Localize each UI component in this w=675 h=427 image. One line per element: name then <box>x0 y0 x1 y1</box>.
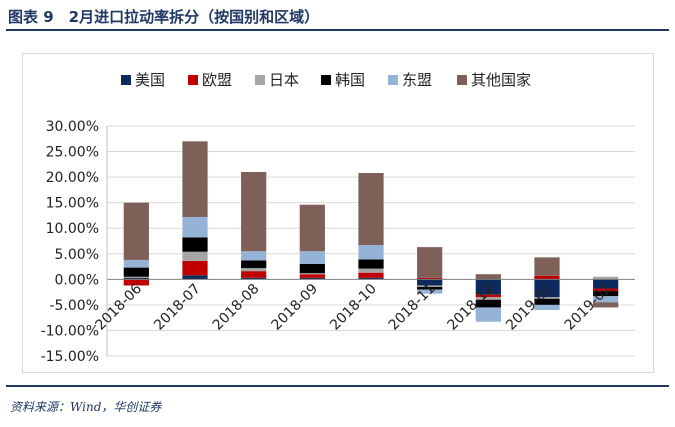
legend-label: 韩国 <box>335 71 365 89</box>
stacked-bar-chart: 美国 欧盟 日本 韩国 东盟 其他国家 30.00% 25.00% 20.00% 15.00% 1… <box>41 71 635 365</box>
bar-segment <box>417 277 443 280</box>
bar-segment <box>182 216 208 238</box>
bar-segment <box>475 274 501 280</box>
bar-segment <box>241 271 267 278</box>
bar-segment <box>417 247 443 278</box>
y-tick-label: -5.00% <box>49 298 99 314</box>
x-tick-label: 2018-07 <box>151 281 204 334</box>
x-axis: 2018-06 2018-07 2018-08 2018-09 2018-10 2018-… <box>92 281 614 334</box>
x-tick-label: 2018-06 <box>92 281 145 334</box>
bar-segment <box>534 297 560 299</box>
y-tick-label: 0.00% <box>55 272 99 288</box>
bar-segment <box>241 251 267 261</box>
legend-label: 东盟 <box>402 71 432 89</box>
bar-segment <box>241 172 267 252</box>
bar-segment <box>593 296 619 303</box>
bar-segment <box>123 279 149 286</box>
y-axis: 30.00% 25.00% 20.00% 15.00% 10.00% 5.00% 0.00%… <box>41 119 108 365</box>
bars <box>123 141 619 322</box>
bar-segment <box>182 260 208 276</box>
bar-segment <box>593 302 619 308</box>
bar-segment <box>182 141 208 217</box>
legend-label: 欧盟 <box>202 71 232 89</box>
bar-segment <box>417 287 443 290</box>
bar-segment <box>182 275 208 280</box>
bar-segment <box>475 279 501 295</box>
x-tick-label: 2018-09 <box>268 281 321 334</box>
bar-segment <box>241 268 267 272</box>
y-tick-label: -15.00% <box>41 349 99 365</box>
bar-segment <box>593 276 619 280</box>
bar-segment <box>123 259 149 268</box>
y-tick-label: 15.00% <box>46 196 99 212</box>
y-tick-label: 30.00% <box>46 119 99 135</box>
bar-segment <box>182 251 208 261</box>
bar-segment <box>475 297 501 300</box>
bar-segment <box>358 268 384 273</box>
x-tick-label: 2018-10 <box>327 281 380 334</box>
bar-segment <box>593 288 619 292</box>
bar-segment <box>241 277 267 280</box>
bar-segment <box>593 279 619 289</box>
bar-segment <box>358 259 384 269</box>
y-tick-label: 25.00% <box>46 145 99 161</box>
bar-segment <box>358 277 384 280</box>
bar-segment <box>417 279 443 286</box>
bar-segment <box>123 202 149 260</box>
title-rule <box>6 29 669 31</box>
bar-segment <box>123 267 149 277</box>
bar-segment <box>417 289 443 294</box>
bar-segment <box>241 260 267 269</box>
bar-segment <box>299 264 325 274</box>
legend-swatch <box>121 75 131 85</box>
y-tick-label: 5.00% <box>55 247 99 263</box>
bar-segment <box>593 291 619 297</box>
bar-segment <box>299 274 325 278</box>
bar-segment <box>358 173 384 246</box>
legend-swatch <box>388 75 398 85</box>
x-tick-label: 2018-11 <box>386 281 439 334</box>
bar-segment <box>475 294 501 298</box>
bar-segment <box>534 279 560 298</box>
chart-frame: 美国 欧盟 日本 韩国 东盟 其他国家 30.00% 25.00% 20.00% 15.00% 1… <box>22 53 654 373</box>
bar-segment <box>475 299 501 308</box>
y-tick-label: 20.00% <box>46 170 99 186</box>
legend-label: 日本 <box>269 71 299 89</box>
bar-segment <box>417 285 443 287</box>
legend: 美国 欧盟 日本 韩国 东盟 其他国家 <box>121 71 531 89</box>
bar-segment <box>299 251 325 264</box>
bar-segment <box>299 277 325 280</box>
source-rule <box>6 385 669 387</box>
bar-segment <box>299 273 325 275</box>
y-tick-label: -10.00% <box>41 323 99 339</box>
legend-swatch <box>188 75 198 85</box>
legend-swatch <box>321 75 331 85</box>
bar-segment <box>475 307 501 322</box>
bar-segment <box>123 276 149 278</box>
bar-segment <box>182 237 208 252</box>
bar-segment <box>299 204 325 252</box>
bar-segment <box>534 257 560 276</box>
bar-segment <box>358 245 384 260</box>
legend-label: 其他国家 <box>471 71 531 89</box>
x-tick-label: 2018-08 <box>210 281 263 334</box>
bar-segment <box>534 275 560 280</box>
legend-swatch <box>457 75 467 85</box>
legend-label: 美国 <box>135 71 165 89</box>
bar-segment <box>358 272 384 278</box>
figure-title: 图表 9 2月进口拉动率拆分（按国别和区域） <box>8 8 320 26</box>
y-tick-label: 10.00% <box>46 221 99 237</box>
bar-segment <box>534 304 560 310</box>
source-note: 资料来源：Wind，华创证券 <box>10 400 162 414</box>
bar-segment <box>123 277 149 280</box>
legend-swatch <box>255 75 265 85</box>
bar-segment <box>534 298 560 305</box>
